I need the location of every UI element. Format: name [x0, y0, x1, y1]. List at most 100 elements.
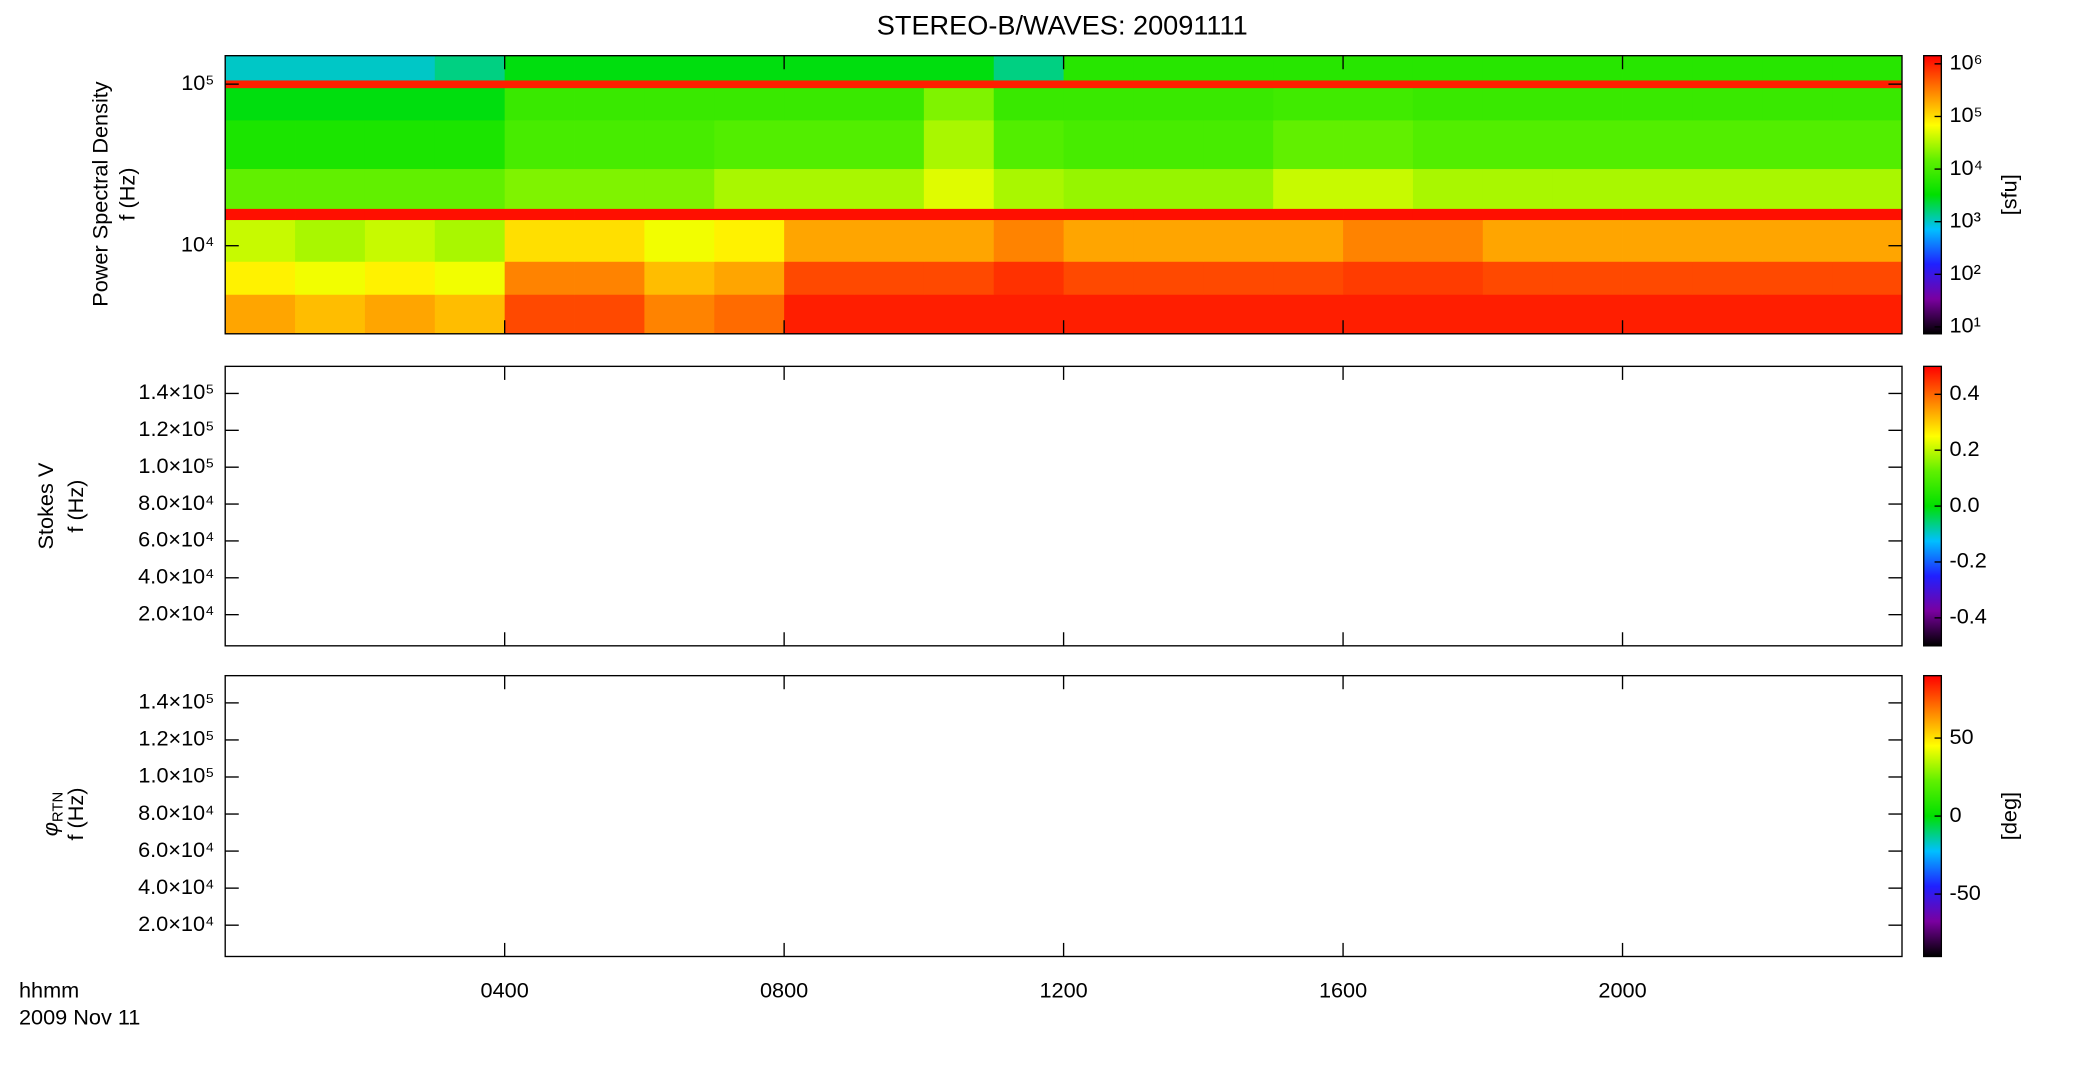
heatmap-cell — [1622, 80, 1693, 89]
heatmap-cell — [644, 87, 715, 121]
heatmap-cell — [923, 208, 995, 221]
heatmap-cell — [784, 219, 855, 262]
heatmap-cell — [644, 208, 715, 221]
heatmap-cell — [1482, 55, 1554, 81]
y-axis-subscript: RTN — [49, 792, 66, 822]
heatmap-cell — [1832, 294, 1903, 335]
y-axis-label: Stokes V — [33, 462, 58, 549]
heatmap-cell — [1412, 55, 1484, 81]
heatmap-cell — [1273, 119, 1344, 170]
x-tick-label: 1600 — [1319, 977, 1367, 1002]
heatmap-cell — [574, 261, 645, 295]
heatmap-cell — [784, 208, 855, 221]
heatmap-cell — [784, 294, 855, 335]
heatmap-cell — [504, 55, 575, 81]
heatmap-cell — [1692, 294, 1763, 335]
heatmap-cell — [1133, 261, 1204, 295]
colorbar — [1923, 55, 1943, 335]
y-axis-label: f (Hz) — [63, 480, 88, 533]
heatmap-cell — [1482, 261, 1554, 295]
heatmap-cell — [1133, 208, 1204, 221]
heatmap-cell — [923, 80, 995, 89]
heatmap-cell — [1133, 168, 1204, 209]
heatmap-cell — [1412, 294, 1484, 335]
y-tick-label: 1.4×10⁵ — [138, 689, 214, 714]
heatmap-cell — [225, 87, 296, 121]
heatmap-cell — [504, 261, 575, 295]
heatmap-cell — [1692, 261, 1763, 295]
heatmap-cell — [504, 80, 575, 89]
heatmap-cell — [364, 168, 436, 209]
heatmap-cell — [504, 294, 575, 335]
heatmap-cell — [993, 261, 1065, 295]
heatmap-cell — [364, 294, 436, 335]
heatmap-cell — [295, 80, 366, 89]
heatmap-cell — [923, 219, 995, 262]
heatmap-cell — [1063, 261, 1134, 295]
heatmap-cell — [225, 55, 296, 81]
heatmap-cell — [434, 80, 506, 89]
heatmap-cell — [1482, 168, 1554, 209]
colorbar-tick-label: 0.4 — [1949, 380, 1979, 405]
heatmap-cell — [434, 119, 506, 170]
heatmap-cell — [714, 55, 785, 81]
heatmap-cell — [295, 119, 366, 170]
heatmap-cell — [574, 119, 645, 170]
heatmap-cell — [225, 119, 296, 170]
heatmap-cell — [295, 261, 366, 295]
colorbar-tick-label: 10⁶ — [1949, 50, 1982, 75]
heatmap-cell — [1063, 168, 1134, 209]
heatmap-cell — [923, 55, 995, 81]
heatmap-cell — [714, 219, 785, 262]
heatmap-cell — [1692, 119, 1763, 170]
heatmap-cell — [225, 261, 296, 295]
heatmap-cell — [574, 208, 645, 221]
heatmap-cell — [574, 294, 645, 335]
heatmap-cell — [1343, 119, 1414, 170]
y-tick-label: 8.0×10⁴ — [138, 490, 214, 515]
heatmap-cell — [1762, 208, 1833, 221]
heatmap-cell — [923, 294, 995, 335]
heatmap-cell — [574, 219, 645, 262]
heatmap-cell — [1063, 55, 1134, 81]
heatmap-cell — [225, 219, 296, 262]
heatmap-cell — [1482, 80, 1554, 89]
heatmap-cell — [1133, 55, 1204, 81]
heatmap-cell — [854, 55, 925, 81]
heatmap-cell — [1343, 55, 1414, 81]
heatmap-cell — [225, 208, 296, 221]
heatmap-cell — [1133, 80, 1204, 89]
heatmap-cell — [854, 87, 925, 121]
colorbar-tick-label: 0.0 — [1949, 492, 1979, 517]
heatmap-cell — [714, 168, 785, 209]
heatmap-cell — [1273, 208, 1344, 221]
heatmap-cell — [1203, 55, 1274, 81]
heatmap-cell — [434, 294, 506, 335]
heatmap-cell — [854, 219, 925, 262]
heatmap-cell — [1762, 168, 1833, 209]
y-axis-label: f (Hz) — [63, 788, 88, 841]
heatmap-cell — [993, 87, 1065, 121]
heatmap-cell — [714, 294, 785, 335]
panel: 10⁴ 10⁵ Power Spectral Density f (Hz) 10¹ 10²… — [87, 50, 2021, 338]
heatmap-cell — [1412, 261, 1484, 295]
heatmap-cell — [1133, 219, 1204, 262]
heatmap-cell — [1832, 55, 1903, 81]
heatmap-cell — [1552, 168, 1623, 209]
heatmap-cell — [1203, 208, 1274, 221]
heatmap-cell — [1692, 168, 1763, 209]
y-tick-label: 1.2×10⁵ — [138, 416, 214, 441]
x-tick-label: 0800 — [760, 977, 808, 1002]
heatmap-cell — [1552, 55, 1623, 81]
heatmap-cell — [993, 119, 1065, 170]
heatmap-cell — [1273, 87, 1344, 121]
y-tick-label: 8.0×10⁴ — [138, 800, 214, 825]
heatmap-cell — [295, 55, 366, 81]
y-tick-label: 2.0×10⁴ — [138, 600, 214, 625]
heatmap-cell — [784, 87, 855, 121]
heatmap-cell — [504, 219, 575, 262]
heatmap-cell — [1273, 168, 1344, 209]
heatmap-cell — [1692, 87, 1763, 121]
heatmap-cell — [923, 261, 995, 295]
